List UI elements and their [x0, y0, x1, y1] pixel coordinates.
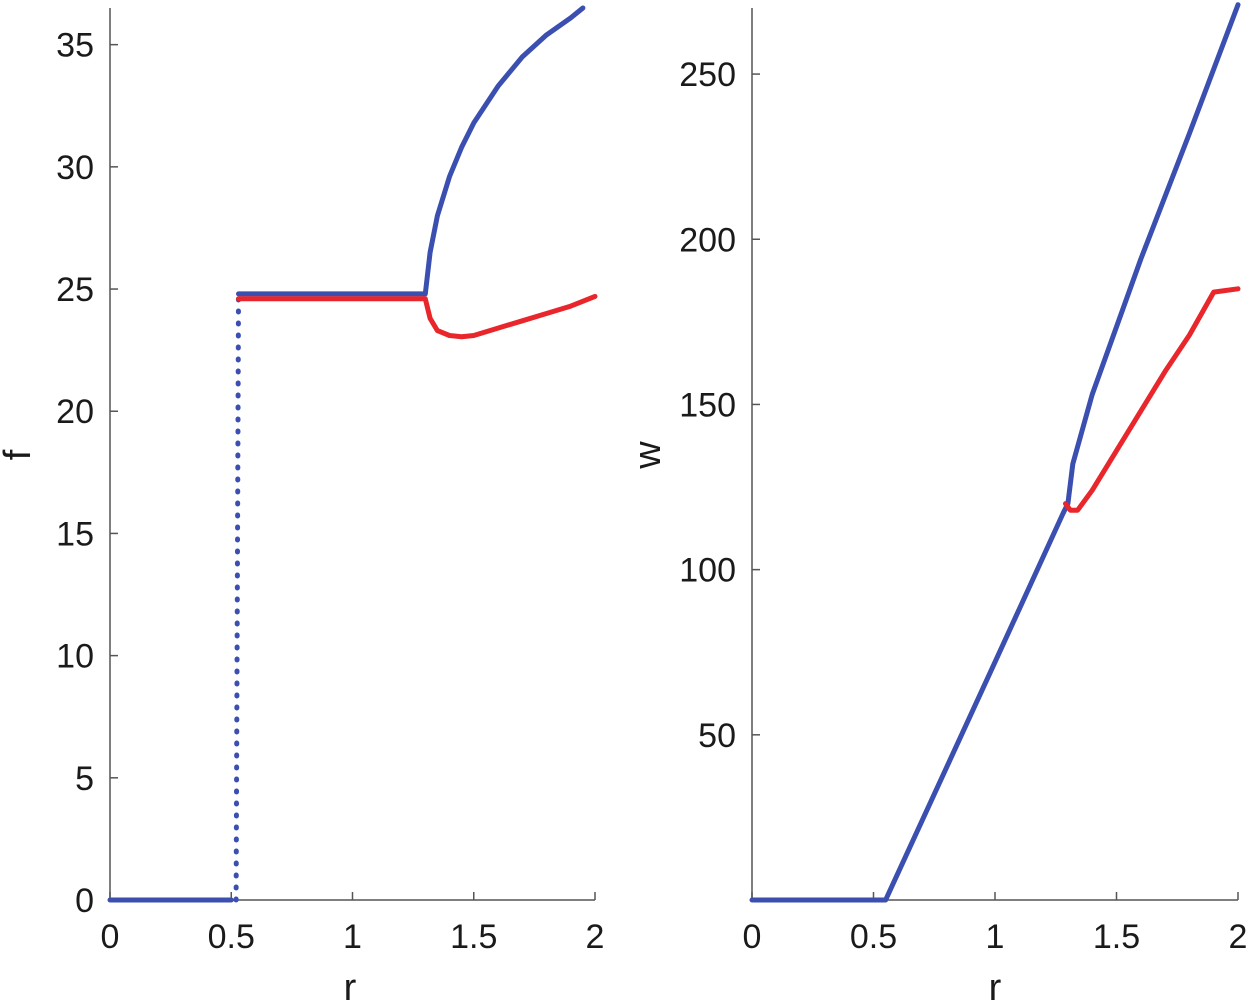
y-tick-label: 250: [679, 56, 736, 94]
y-axis-label: f: [0, 449, 39, 460]
y-tick-label: 10: [56, 638, 94, 676]
y-tick-label: 30: [56, 149, 94, 187]
x-axis-label: r: [989, 967, 1002, 1005]
x-axis-label: r: [344, 967, 357, 1005]
x-tick-label: 0.5: [208, 918, 255, 956]
x-tick-label: 0: [743, 918, 762, 956]
x-ticks: 0 0.5 1 1.5 2: [743, 892, 1248, 956]
y-tick-label: 5: [75, 760, 94, 798]
y-tick-label: 50: [698, 717, 736, 755]
x-tick-label: 0.5: [850, 918, 897, 956]
y-ticks: 50 100 150 200 250: [679, 56, 760, 755]
x-tick-label: 1.5: [1093, 918, 1140, 956]
x-tick-label: 1: [986, 918, 1005, 956]
red-series-line-1: [1063, 286, 1241, 513]
y-tick-label: 20: [56, 393, 94, 431]
y-ticks: 0 5 10 15 20 25 30 35: [56, 27, 118, 920]
x-tick-label: 2: [1229, 918, 1248, 956]
x-tick-label: 2: [586, 918, 605, 956]
y-tick-label: 35: [56, 27, 94, 65]
y-tick-label: 100: [679, 552, 736, 590]
y-tick-label: 150: [679, 386, 736, 424]
x-tick-label: 0: [101, 918, 120, 956]
y-tick-label: 25: [56, 271, 94, 309]
x-tick-label: 1: [343, 918, 362, 956]
series-group: [107, 5, 598, 903]
y-tick-label: 0: [75, 882, 94, 920]
series-group: [749, 2, 1241, 903]
chart-left-f-vs-r: 0 5 10 15 20 25 30 35 0 0.5 1 1.5 2 r f: [0, 5, 605, 1005]
x-ticks: 0 0.5 1 1.5 2: [101, 892, 605, 956]
blue-series-line-0: [749, 2, 1241, 903]
y-tick-label: 15: [56, 515, 94, 553]
x-tick-label: 1.5: [450, 918, 497, 956]
y-tick-label: 200: [679, 221, 736, 259]
chart-right-w-vs-r: 50 100 150 200 250 0 0.5 1 1.5 2 r w: [627, 2, 1248, 1005]
blue-series-line-2: [236, 5, 586, 297]
blue-series-line-1: [233, 291, 241, 903]
red-series-line-3: [236, 293, 598, 340]
y-axis-label: w: [627, 441, 669, 470]
